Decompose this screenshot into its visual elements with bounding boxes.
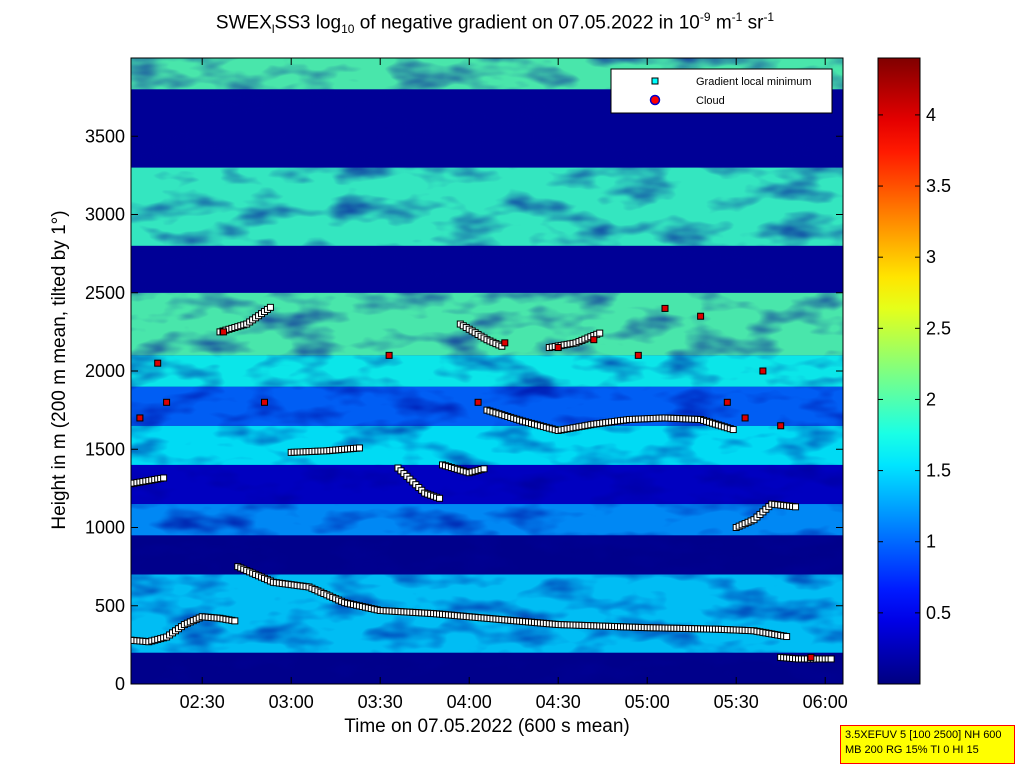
colorbar-tick-label: 1 <box>926 532 936 552</box>
gradient-minimum-marker <box>596 329 604 337</box>
cloud-marker <box>590 336 598 344</box>
x-tick-label: 02:30 <box>180 692 225 712</box>
y-tick-label: 1000 <box>85 518 125 538</box>
colorbar-tick-label: 0.5 <box>926 603 951 623</box>
cloud-marker <box>723 398 731 406</box>
colorbar-tick-label: 4 <box>926 105 936 125</box>
cloud-marker <box>554 344 562 352</box>
x-axis-label: Time on 07.05.2022 (600 s mean) <box>344 716 630 737</box>
x-tick-label: 03:30 <box>358 692 403 712</box>
cloud-marker <box>474 398 482 406</box>
cloud-marker <box>154 359 162 367</box>
cloud-marker <box>220 328 228 336</box>
y-tick-label: 500 <box>95 596 125 616</box>
cloud-marker <box>385 351 393 359</box>
legend-box <box>610 68 833 114</box>
gradient-minimum-marker <box>160 474 168 482</box>
info-line-2: MB 200 RG 15% TI 0 HI 15 <box>845 744 979 756</box>
legend-label: Cloud <box>696 95 725 107</box>
colorbar-tick-label: 1.5 <box>926 461 951 481</box>
colorbar: 0.5 1 1.5 2 2.5 3 3.5 4 <box>877 57 951 685</box>
y-tick-label: 2500 <box>85 283 125 303</box>
cloud-marker <box>697 312 705 320</box>
x-tick-label: 04:00 <box>447 692 492 712</box>
gradient-minimum-marker <box>266 303 274 311</box>
heatmap-texture <box>131 58 843 684</box>
gradient-minimum-marker <box>827 655 835 663</box>
cloud-marker <box>759 367 767 375</box>
colorbar-tick-label: 2 <box>926 389 936 409</box>
cloud-marker <box>661 304 669 312</box>
legend: Gradient local minimum Cloud <box>610 68 833 114</box>
x-tick-label: 05:30 <box>714 692 759 712</box>
cloud-marker <box>777 422 785 430</box>
y-tick-label: 3500 <box>85 126 125 146</box>
gradient-minimum-marker <box>480 465 488 473</box>
y-tick-label: 3000 <box>85 205 125 225</box>
gradient-minimum-marker <box>436 494 444 502</box>
cloud-marker <box>501 339 509 347</box>
y-axis-label: Height in m (200 m mean, tilted by 1°) <box>49 210 70 530</box>
y-tick-label: 1500 <box>85 439 125 459</box>
cloud-marker <box>741 414 749 422</box>
x-tick-label: 05:00 <box>625 692 670 712</box>
cloud-marker <box>136 414 144 422</box>
gradient-minimum-marker <box>231 617 239 625</box>
cloud-marker <box>163 398 171 406</box>
colorbar-tick-label: 3 <box>926 247 936 267</box>
info-line-1: 3.5XEFUV 5 [100 2500] NH 600 <box>845 729 1002 741</box>
gradient-minimum-marker <box>783 633 791 641</box>
x-tick-label: 06:00 <box>803 692 848 712</box>
colorbar-gradient <box>877 57 921 685</box>
legend-label: Gradient local minimum <box>696 76 812 88</box>
info-box: 3.5XEFUV 5 [100 2500] NH 600 MB 200 RG 1… <box>840 725 1015 764</box>
legend-marker-circle <box>649 94 661 106</box>
cloud-marker <box>807 653 815 661</box>
cloud-marker <box>261 398 268 406</box>
axes: 02:30 03:00 03:30 04:00 04:30 05:00 05:30 06:00… <box>85 58 848 712</box>
cloud-marker <box>634 351 642 359</box>
y-tick-label: 0 <box>115 674 125 694</box>
x-tick-label: 03:00 <box>269 692 314 712</box>
gradient-minimum-marker <box>729 426 737 434</box>
gradient-minimum-marker <box>792 503 800 511</box>
colorbar-tick-label: 2.5 <box>926 318 951 338</box>
gradient-minimum-marker <box>355 444 363 452</box>
colorbar-tick-label: 3.5 <box>926 176 951 196</box>
heatmap-plot <box>131 58 843 684</box>
x-tick-label: 04:30 <box>536 692 581 712</box>
legend-marker-square <box>651 77 659 85</box>
chart-title: SWEXlSS3 log10 of negative gradient on 0… <box>215 10 775 37</box>
markers-layer <box>131 303 835 663</box>
y-tick-label: 2000 <box>85 361 125 381</box>
